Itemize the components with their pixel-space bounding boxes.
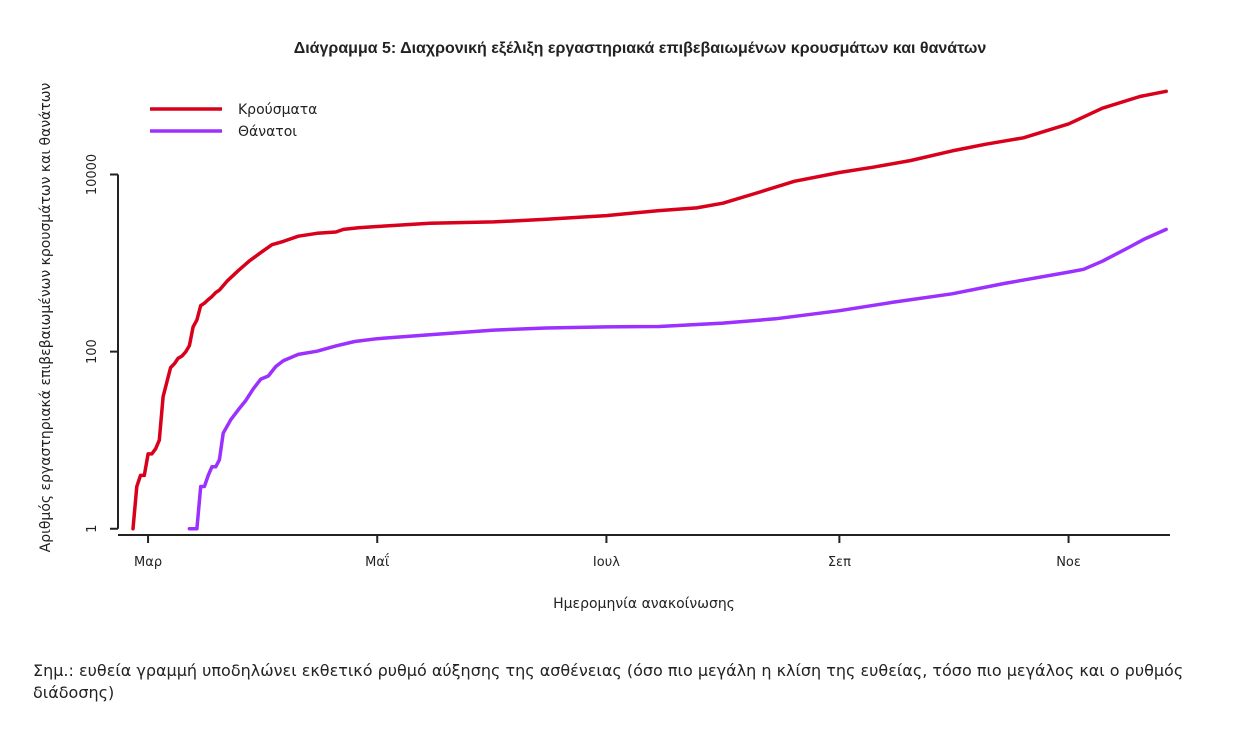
y-tick-label: 100	[85, 339, 100, 364]
legend-label-2: Θάνατοι	[238, 124, 297, 140]
series-layer	[131, 89, 1168, 531]
chart-title: Διάγραμμα 5: Διαχρονική εξέλιξη εργαστηρ…	[293, 40, 987, 57]
y-axis-title: Αριθμός εργαστηριακά επιβεβαιωμένων κρου…	[38, 82, 54, 552]
x-tick-label: Μαΐ	[365, 554, 390, 570]
x-tick-label: Σεπ	[828, 555, 851, 570]
chart-axes: Μαρ Μαΐ Ιουλ Σεπ Νοε 1 100 10000 Ημερομηνία ανακ…	[38, 82, 1170, 612]
x-tick-label: Νοε	[1056, 555, 1081, 570]
chart-footnote: Σημ.: ευθεία γραμμή υποδηλώνει εκθετικό …	[33, 661, 1184, 702]
series-line-2	[187, 227, 1168, 531]
y-tick-label: 10000	[85, 154, 100, 195]
legend-label-1: Κρούσματα	[238, 102, 317, 118]
x-tick-label: Μαρ	[134, 555, 162, 570]
chart-legend: Κρούσματα Θάνατοι	[150, 102, 317, 140]
line-chart: Μαρ Μαΐ Ιουλ Σεπ Νοε 1 100 10000 Ημερομηνία ανακ…	[38, 82, 1170, 612]
x-tick-label: Ιουλ	[593, 555, 620, 570]
y-tick-label: 1	[85, 525, 100, 533]
x-axis-title: Ημερομηνία ανακοίνωσης	[553, 596, 735, 612]
series-line-1	[131, 89, 1168, 531]
